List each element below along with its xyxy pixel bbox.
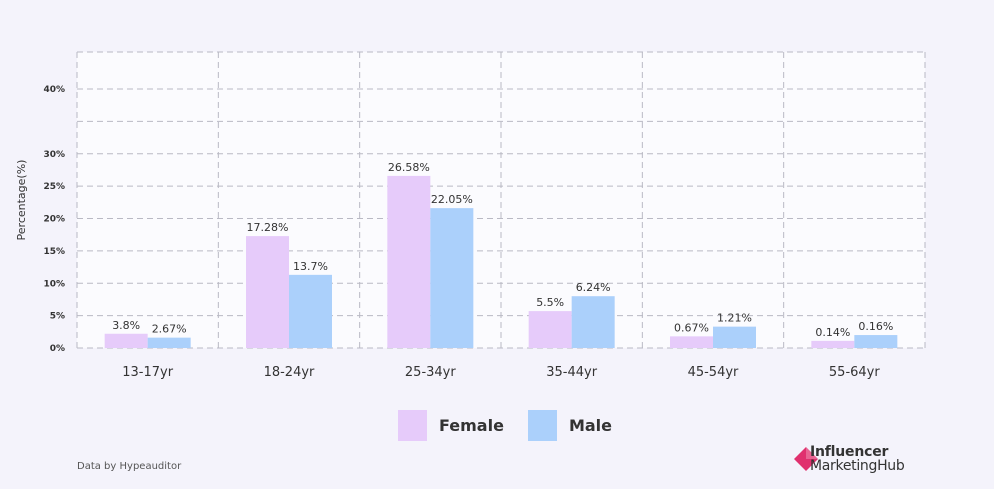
grid xyxy=(76,51,926,349)
y-tick-label: 5% xyxy=(50,312,65,322)
bar-female-18-24yr[interactable] xyxy=(246,236,289,348)
bar-male-55-64yr[interactable] xyxy=(854,335,898,348)
x-tick-label: 13-17yr xyxy=(122,365,173,380)
brand-diamond-icon xyxy=(794,447,818,471)
y-tick-label: 15% xyxy=(43,247,65,257)
legend-swatch-male xyxy=(527,410,557,441)
data-label-male-45-54yr: 1.21% xyxy=(717,312,752,325)
data-label-female-18-24yr: 17.28% xyxy=(247,221,289,234)
legend-label-female: Female xyxy=(439,416,504,435)
legend: Female Male xyxy=(398,410,636,441)
data-label-male-13-17yr: 2.67% xyxy=(152,323,187,336)
bar-female-13-17yr[interactable] xyxy=(104,333,148,348)
data-label-female-55-64yr: 0.14% xyxy=(815,326,850,339)
bar-male-18-24yr[interactable] xyxy=(289,274,332,348)
source-note: Data by Hypeauditor xyxy=(77,461,182,472)
y-tick-label: 20% xyxy=(43,215,65,225)
bar-male-13-17yr[interactable] xyxy=(147,337,191,348)
data-label-female-13-17yr: 3.8% xyxy=(112,319,140,332)
bar-male-25-34yr[interactable] xyxy=(430,208,474,348)
brand-logo: Influencer MarketingHub xyxy=(794,444,934,476)
x-tick-label: 35-44yr xyxy=(546,365,597,380)
y-tick-label: 25% xyxy=(43,182,65,192)
y-axis-title: Percentage(%) xyxy=(15,160,28,241)
data-label-male-55-64yr: 0.16% xyxy=(858,320,893,333)
data-labels: 3.8% 2.67% 17.28% 13.7% 26.58% 22.05% 5.5% 6.24… xyxy=(112,161,893,339)
data-label-male-35-44yr: 6.24% xyxy=(576,281,611,294)
bar-male-45-54yr[interactable] xyxy=(713,326,756,348)
bar-female-55-64yr[interactable] xyxy=(811,340,855,348)
x-tick-label: 45-54yr xyxy=(688,365,739,380)
bar-female-45-54yr[interactable] xyxy=(670,336,713,348)
x-axis: 13-17yr 18-24yr 25-34yr 35-44yr 45-54yr 55-64… xyxy=(122,365,880,380)
bar-male-35-44yr[interactable] xyxy=(571,296,615,348)
data-label-female-45-54yr: 0.67% xyxy=(674,321,709,334)
x-tick-label: 25-34yr xyxy=(405,365,456,380)
data-label-male-25-34yr: 22.05% xyxy=(431,193,473,206)
bar-female-35-44yr[interactable] xyxy=(528,311,572,348)
y-axis: 0% 5% 10% 15% 20% 25% 30% 40% xyxy=(43,85,65,354)
legend-item-male[interactable]: Male xyxy=(527,410,612,441)
legend-item-female[interactable]: Female xyxy=(398,410,504,441)
y-tick-label: 0% xyxy=(50,344,65,354)
legend-label-male: Male xyxy=(568,416,612,435)
brand-name-line1: Influencer xyxy=(810,444,889,460)
plot-area xyxy=(77,52,925,348)
data-label-female-35-44yr: 5.5% xyxy=(536,296,564,309)
x-tick-label: 55-64yr xyxy=(829,365,880,380)
x-tick-label: 18-24yr xyxy=(264,365,315,380)
brand-name-line2: MarketingHub xyxy=(810,458,905,474)
bar-female-25-34yr[interactable] xyxy=(387,175,431,348)
data-label-male-18-24yr: 13.7% xyxy=(293,260,328,273)
y-tick-label: 40% xyxy=(43,85,65,95)
data-label-female-25-34yr: 26.58% xyxy=(388,161,430,174)
bars xyxy=(104,175,898,348)
y-tick-label: 30% xyxy=(43,150,65,160)
y-tick-label: 10% xyxy=(43,279,65,289)
legend-swatch-female xyxy=(398,410,427,441)
